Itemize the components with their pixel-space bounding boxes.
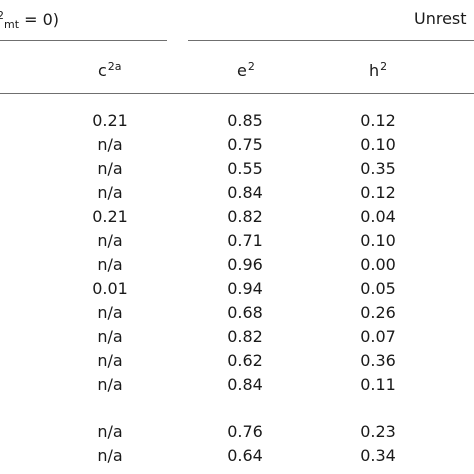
table-cell-c2a: n/a: [97, 422, 123, 441]
table-cell-c2a: n/a: [97, 231, 123, 250]
column-header-h2-base: h: [369, 61, 380, 80]
table-cell-h2: 0.34: [360, 446, 396, 465]
table-cell-h2: 0.10: [360, 231, 396, 250]
table-cell-e2: 0.68: [227, 303, 263, 322]
table-cell-c2a: n/a: [97, 446, 123, 465]
table-cell-h2: 0.10: [360, 135, 396, 154]
table-cell-h2: 0.35: [360, 159, 396, 178]
table-cell-c2a: n/a: [97, 375, 123, 394]
table-cell-c2a: 0.21: [92, 111, 128, 130]
table-cell-h2: 0.26: [360, 303, 396, 322]
table-cell-c2a: n/a: [97, 183, 123, 202]
table-cell-c2a: 0.21: [92, 207, 128, 226]
column-header-e2-sup: 2: [247, 60, 255, 73]
group-rule-right: [188, 40, 474, 41]
table-cell-h2: 0.12: [360, 111, 396, 130]
table-cell-h2: 0.11: [360, 375, 396, 394]
table-cell-h2: 0.00: [360, 255, 396, 274]
table-cell-h2: 0.36: [360, 351, 396, 370]
column-header-e2-base: e: [237, 61, 247, 80]
group-header-left: 2mt = 0): [0, 9, 59, 31]
column-header-c2a: c2a: [98, 60, 122, 80]
table-cell-h2: 0.12: [360, 183, 396, 202]
group-header-left-suffix: = 0): [19, 10, 60, 29]
table-cell-c2a: n/a: [97, 135, 123, 154]
group-rule-left: [0, 40, 167, 41]
column-header-e2: e2: [237, 60, 255, 80]
group-header-right: Unrest: [414, 9, 467, 28]
table-cell-e2: 0.75: [227, 135, 263, 154]
table-cell-h2: 0.05: [360, 279, 396, 298]
table-cell-c2a: n/a: [97, 303, 123, 322]
header-rule: [0, 93, 474, 94]
column-header-c2a-sup: 2a: [107, 60, 122, 73]
column-header-c2a-base: c: [98, 61, 107, 80]
table-cell-e2: 0.94: [227, 279, 263, 298]
table-cell-e2: 0.55: [227, 159, 263, 178]
table-cell-c2a: n/a: [97, 351, 123, 370]
table-cell-h2: 0.07: [360, 327, 396, 346]
table-cell-e2: 0.62: [227, 351, 263, 370]
table-cell-e2: 0.82: [227, 327, 263, 346]
table-cell-c2a: n/a: [97, 159, 123, 178]
table-cell-e2: 0.85: [227, 111, 263, 130]
table-cell-h2: 0.23: [360, 422, 396, 441]
group-header-left-sub: mt: [4, 18, 20, 31]
table-cell-c2a: n/a: [97, 255, 123, 274]
table-cell-e2: 0.84: [227, 375, 263, 394]
group-header-left-sup: 2: [0, 9, 4, 22]
table-cell-e2: 0.82: [227, 207, 263, 226]
column-header-h2: h2: [369, 60, 387, 80]
column-header-h2-sup: 2: [380, 60, 388, 73]
table-cell-c2a: n/a: [97, 327, 123, 346]
table-cell-e2: 0.71: [227, 231, 263, 250]
table-cell-e2: 0.84: [227, 183, 263, 202]
table-cell-e2: 0.96: [227, 255, 263, 274]
table-cell-c2a: 0.01: [92, 279, 128, 298]
table-cell-e2: 0.64: [227, 446, 263, 465]
table-cell-h2: 0.04: [360, 207, 396, 226]
table-cell-e2: 0.76: [227, 422, 263, 441]
